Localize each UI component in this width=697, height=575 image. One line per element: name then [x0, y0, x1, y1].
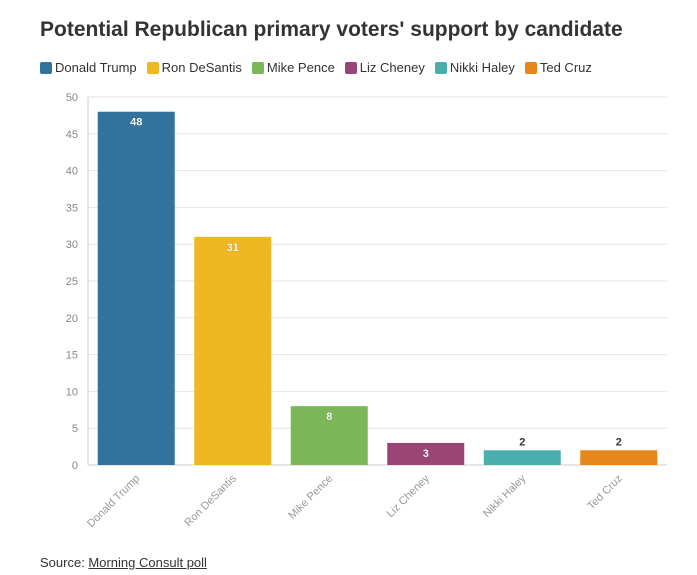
legend-item-donald-trump[interactable]: Donald Trump — [40, 60, 137, 75]
x-tick-label: Ron DeSantis — [182, 472, 239, 529]
legend-label: Liz Cheney — [359, 60, 425, 75]
y-tick-label: 15 — [66, 350, 78, 362]
x-tick-label: Liz Cheney — [384, 472, 432, 520]
legend-label: Mike Pence — [266, 60, 335, 75]
x-tick-label: Ted Cruz — [585, 473, 625, 513]
legend-label: Ron DeSantis — [161, 60, 242, 75]
y-tick-label: 0 — [72, 460, 78, 472]
bar-donald-trump[interactable] — [97, 111, 175, 465]
source-prefix: Source: — [40, 555, 89, 570]
data-label: 2 — [616, 436, 622, 448]
data-label: 8 — [326, 411, 332, 423]
y-tick-label: 5 — [72, 423, 78, 435]
data-label: 3 — [423, 448, 429, 460]
source-note: Source: Morning Consult poll — [40, 555, 207, 570]
y-tick-label: 10 — [66, 386, 78, 398]
y-tick-label: 35 — [66, 202, 78, 214]
y-tick-label: 30 — [66, 239, 78, 251]
legend-item-mike-pence[interactable]: Mike Pence — [251, 60, 335, 75]
bar-nikki-haley[interactable] — [483, 450, 561, 465]
legend-swatch — [251, 61, 264, 74]
data-label: 48 — [130, 117, 142, 129]
legend-swatch — [434, 61, 447, 74]
x-tick-label: Nikki Haley — [481, 472, 529, 520]
data-label: 2 — [519, 436, 525, 448]
legend-swatch — [40, 61, 52, 74]
x-axis: Donald Trump Ron DeSantis Mike Pence Liz Ch… — [85, 472, 625, 530]
legend-label: Nikki Haley — [449, 60, 515, 75]
legend-label: Ted Cruz — [539, 60, 592, 75]
legend-item-liz-cheney[interactable]: Liz Cheney — [344, 60, 425, 75]
y-tick-label: 20 — [66, 313, 78, 325]
chart-title: Potential Republican primary voters' sup… — [40, 18, 623, 41]
bar-liz-cheney[interactable] — [387, 442, 465, 465]
bar-mike-pence[interactable] — [290, 406, 368, 465]
bar-ron-desantis[interactable] — [194, 236, 272, 465]
bar-ted-cruz[interactable] — [580, 450, 658, 465]
y-tick-label: 25 — [66, 276, 78, 288]
x-tick-label: Mike Pence — [286, 473, 335, 522]
legend-swatch — [524, 61, 537, 74]
x-tick-label: Donald Trump — [85, 473, 142, 530]
legend-item-ron-desantis[interactable]: Ron DeSantis — [146, 60, 242, 75]
legend-item-nikki-haley[interactable]: Nikki Haley — [434, 60, 515, 75]
gridlines — [88, 96, 667, 466]
chart-legend: Donald Trump Ron DeSantis Mike Pence Liz Ch… — [40, 60, 602, 75]
bar-chart: 0 5 10 15 20 25 30 35 40 45 50 48 31 8 3 2 2 Donald Tru… — [66, 92, 667, 530]
legend-swatch — [146, 61, 159, 74]
data-label: 31 — [227, 242, 239, 254]
legend-item-ted-cruz[interactable]: Ted Cruz — [524, 60, 592, 75]
legend-label: Donald Trump — [55, 60, 137, 75]
y-tick-label: 45 — [66, 129, 78, 141]
source-link[interactable]: Morning Consult poll — [88, 555, 207, 570]
data-labels: 48 31 8 3 2 2 — [130, 116, 622, 460]
y-tick-label: 50 — [66, 92, 78, 104]
legend-swatch — [344, 61, 357, 74]
bars — [97, 111, 658, 465]
y-tick-label: 40 — [66, 166, 78, 178]
y-axis: 0 5 10 15 20 25 30 35 40 45 50 — [66, 92, 89, 472]
